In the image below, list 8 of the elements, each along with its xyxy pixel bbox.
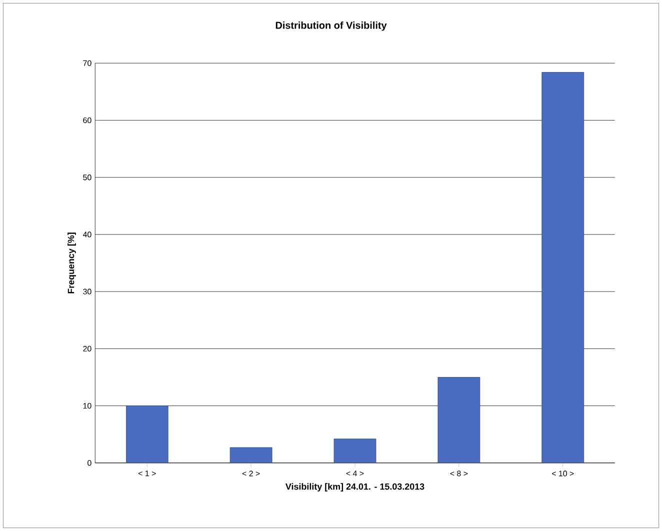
bar: [230, 447, 272, 463]
x-axis-title: Visibility [km] 24.01. - 15.03.2013: [285, 483, 424, 492]
bar: [542, 72, 584, 463]
bar: [126, 406, 168, 463]
chart-title: Distribution of Visibility: [276, 22, 387, 31]
bar: [438, 377, 480, 463]
y-axis-title: Frequency [%]: [68, 232, 76, 294]
bar: [334, 438, 376, 463]
